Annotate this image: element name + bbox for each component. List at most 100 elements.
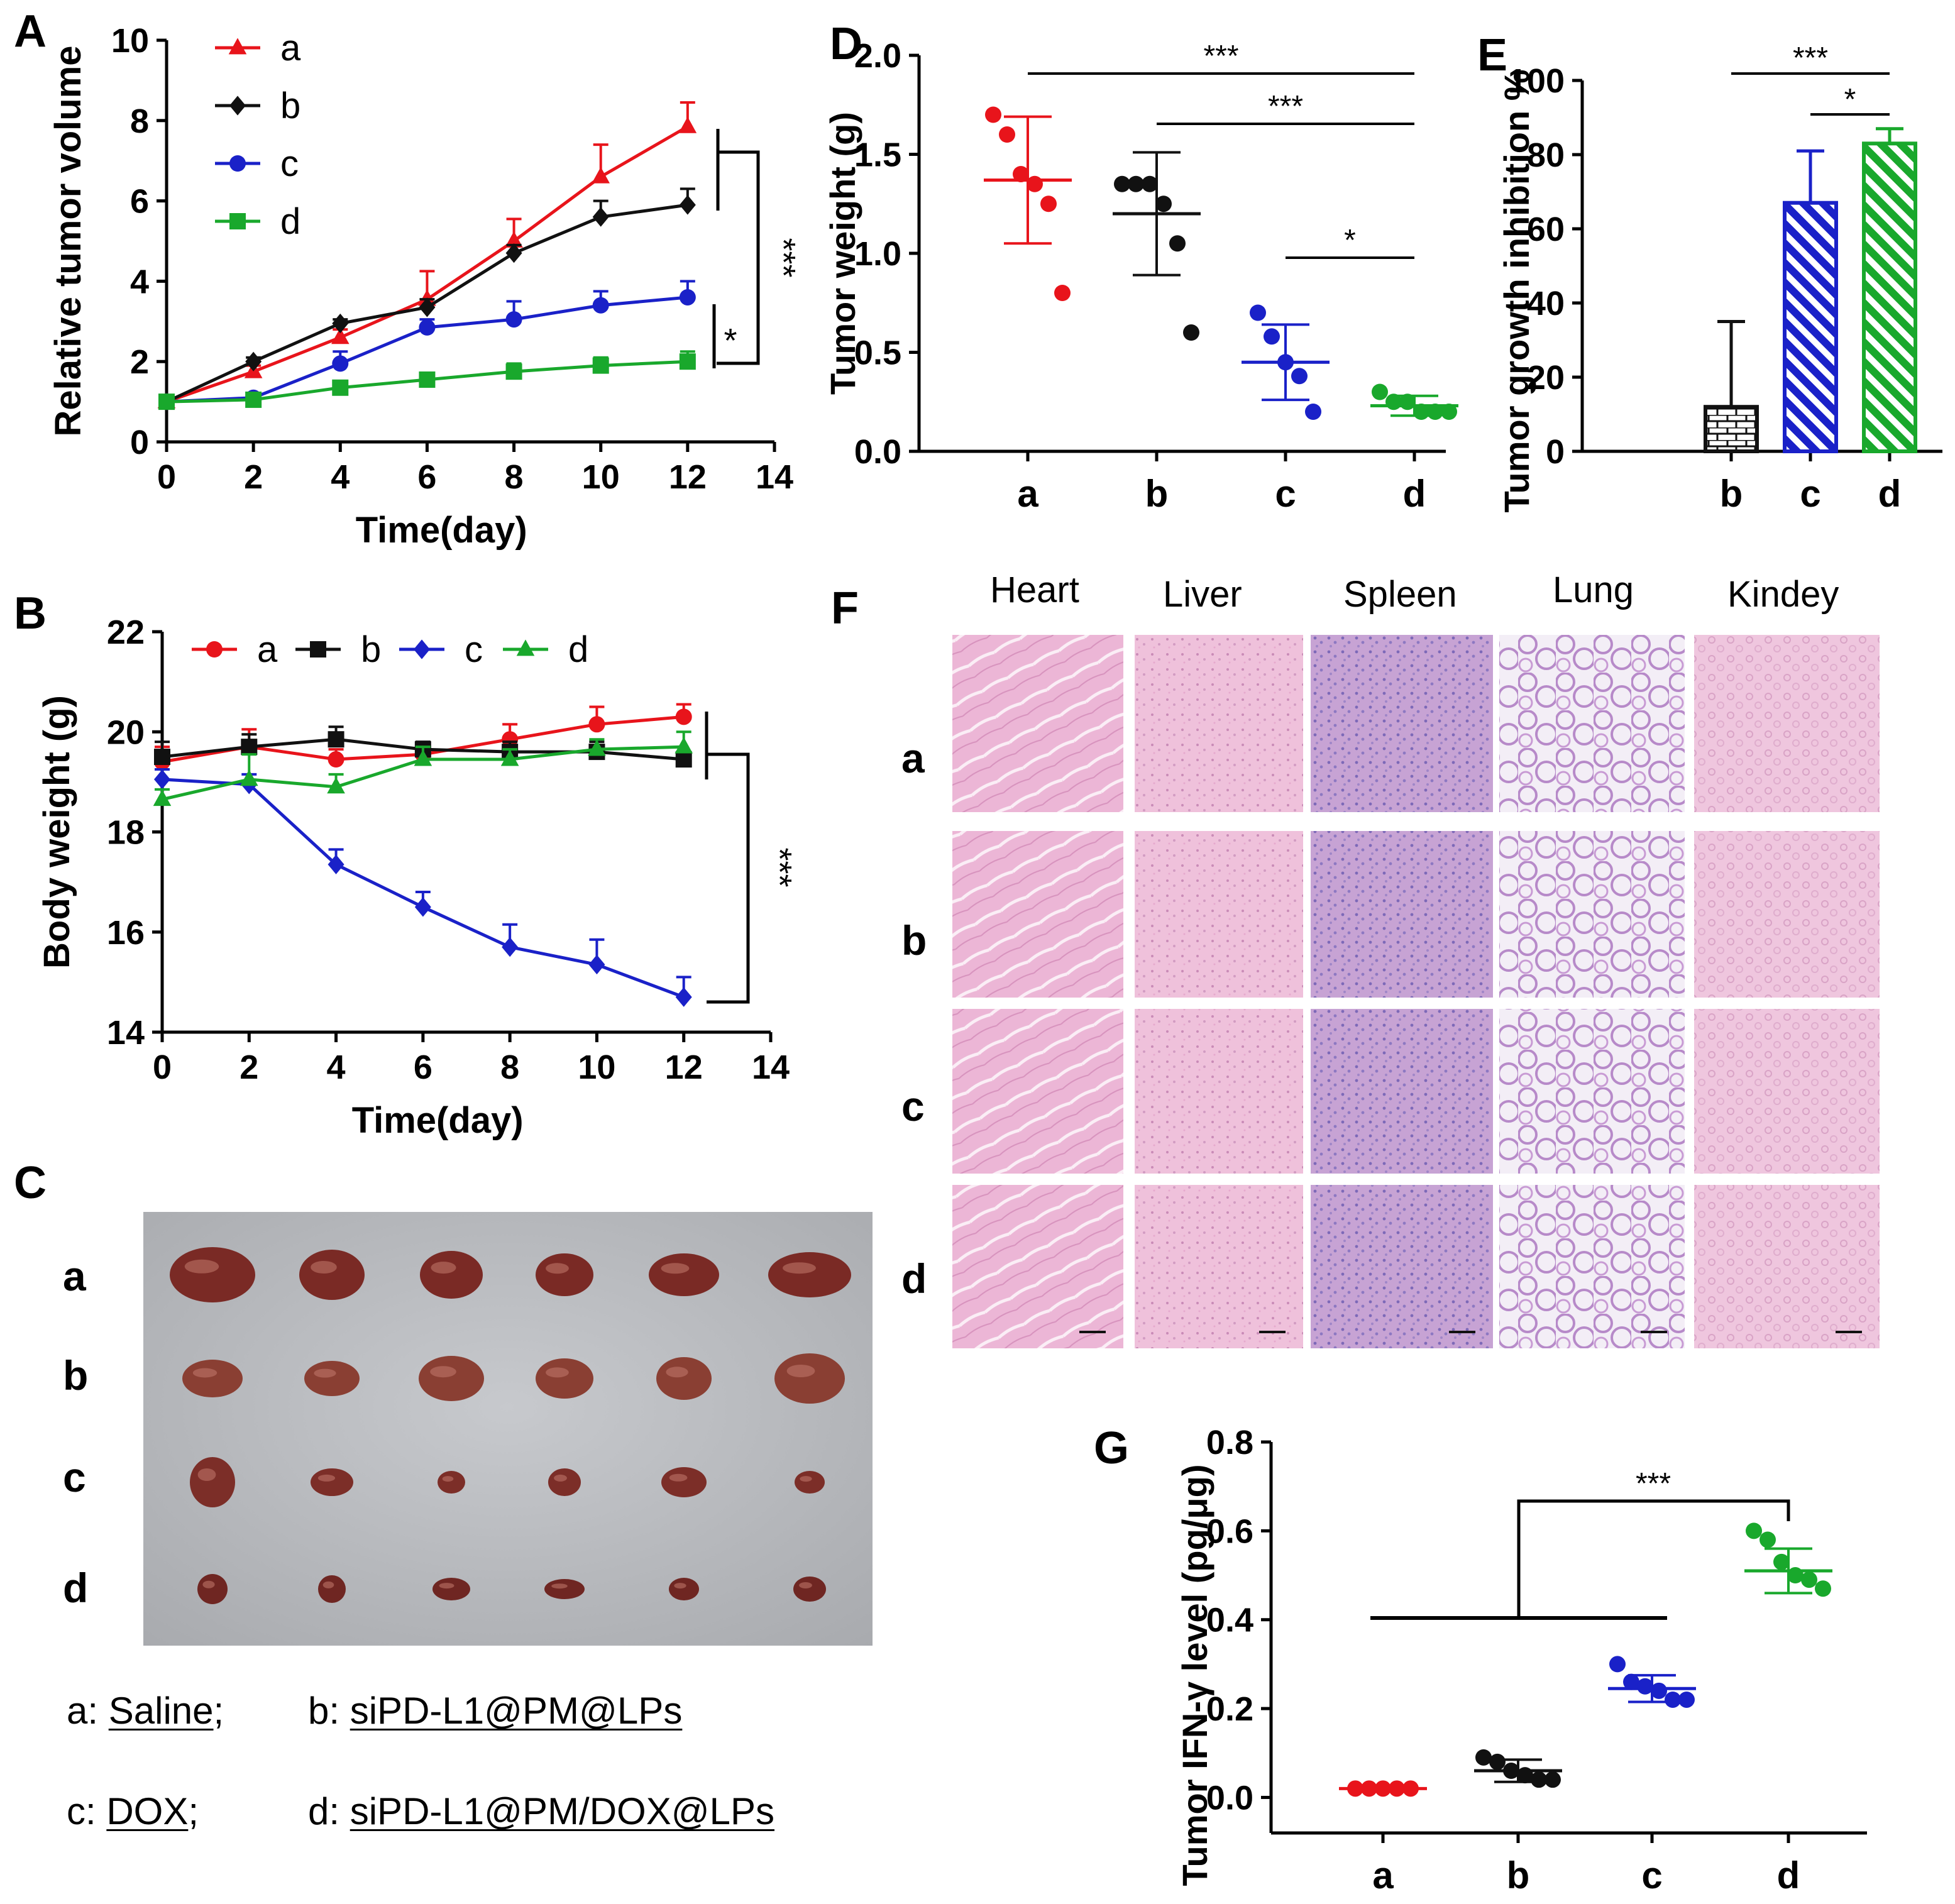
histology-tile xyxy=(952,1185,1123,1348)
data-point-c xyxy=(502,937,519,957)
caption-b-key: b: xyxy=(308,1690,340,1732)
data-point-c xyxy=(332,355,349,372)
significance-label: *** xyxy=(764,238,802,277)
bar-c-rect xyxy=(1783,201,1838,453)
tumor-highlight xyxy=(439,1583,454,1589)
significance-brackets: **** xyxy=(1731,41,1890,116)
data-point-d xyxy=(414,749,432,766)
histology-tile xyxy=(1499,1009,1685,1174)
data-point-c xyxy=(1678,1691,1695,1708)
x-tick-label: 0 xyxy=(157,458,176,496)
data-point-c xyxy=(1651,1682,1667,1699)
data-point-d xyxy=(500,749,519,766)
series-a xyxy=(157,101,697,409)
caption-c-text: DOX xyxy=(106,1790,189,1832)
chart-body-weight: 0 2 4 6 8 10 12 14 14 16 18 20 22 Time(day) Body weigh… xyxy=(36,614,798,1141)
legend-label: d xyxy=(568,629,588,670)
y-tick-label: 10 xyxy=(111,22,149,60)
data-point-d xyxy=(158,393,175,410)
tumor-sample xyxy=(190,1457,235,1507)
photo-row-label-b: b xyxy=(63,1352,89,1399)
data-point-d xyxy=(592,357,609,374)
legend-label: d xyxy=(280,201,300,242)
bar-d-rect xyxy=(1862,141,1917,454)
data-point-d xyxy=(1760,1531,1776,1548)
photo-row-label-c: c xyxy=(63,1454,86,1500)
tumor-highlight xyxy=(674,1583,686,1589)
tumor-sample xyxy=(318,1575,346,1603)
caption-a-key: a: xyxy=(67,1690,99,1732)
caption-d: d: siPD-L1@PM/DOX@LPs xyxy=(308,1793,774,1830)
tumor-highlight xyxy=(669,1473,688,1482)
significance-label: *** xyxy=(1203,40,1238,73)
group-d xyxy=(1370,383,1458,420)
histology-tile xyxy=(1311,635,1493,812)
histology-col-kidney: Kindey xyxy=(1727,574,1839,615)
legend-label: b xyxy=(280,85,300,126)
data-point-b xyxy=(332,313,349,334)
histology-col-liver: Liver xyxy=(1163,574,1242,615)
series-line-c xyxy=(162,778,685,999)
tumor-sample xyxy=(419,1356,484,1401)
data-point-c xyxy=(1305,404,1321,420)
x-tick-label: 6 xyxy=(417,458,436,496)
tumor-highlight xyxy=(202,1580,215,1588)
bar-d xyxy=(1862,127,1917,454)
data-point-b xyxy=(1114,175,1130,192)
data-point-c xyxy=(679,289,696,305)
tumor-highlight xyxy=(314,1368,336,1378)
data-point-b xyxy=(1169,235,1186,252)
bar-b-rect xyxy=(1704,405,1759,454)
legend-marker xyxy=(310,641,326,658)
group-b xyxy=(1113,151,1201,341)
caption-d-text: siPD-L1@PM/DOX@LPs xyxy=(350,1790,775,1832)
significance-label: *** xyxy=(761,847,798,887)
data-point-b xyxy=(241,739,258,756)
group-d xyxy=(1744,1522,1832,1597)
caption-c-sep: ; xyxy=(188,1790,199,1832)
legend-entry-d: d xyxy=(215,201,300,242)
data-point-d xyxy=(1787,1567,1804,1584)
data-point-b xyxy=(1142,175,1158,192)
histology-row-b: b xyxy=(901,917,927,964)
caption-c-key: c: xyxy=(67,1790,96,1832)
x-tick-label: 8 xyxy=(505,458,524,496)
tumor-sample xyxy=(304,1361,360,1396)
x-tick-label: 12 xyxy=(669,458,707,496)
data-point-c xyxy=(419,319,436,336)
tumor-highlight xyxy=(551,1583,568,1589)
legend-entry-c: c xyxy=(399,629,483,670)
caption-a-text: Saline xyxy=(108,1690,214,1732)
data-point-c xyxy=(675,987,692,1007)
x-tick-label: a xyxy=(1372,1854,1394,1896)
x-tick-label: 8 xyxy=(500,1048,519,1086)
bracket-line xyxy=(1517,1499,1790,1618)
histology-tile xyxy=(1499,635,1685,812)
axes: 0.0 0.5 1.0 1.5 2.0 Tumor weight (g) a b c d xyxy=(823,37,1446,515)
data-point-c xyxy=(154,769,170,790)
significance-label: * xyxy=(724,322,737,360)
data-point-b xyxy=(1545,1771,1561,1788)
data-point-d xyxy=(332,379,349,396)
significance-label: *** xyxy=(1636,1467,1671,1500)
data-point-d xyxy=(588,739,606,756)
data-point-d xyxy=(1441,404,1457,420)
series-d xyxy=(158,350,696,410)
histology-tile xyxy=(1135,635,1303,812)
data-point-d xyxy=(1815,1580,1831,1597)
tumor-sample xyxy=(432,1578,470,1600)
histology-grid xyxy=(952,635,1880,1348)
data-point-b xyxy=(245,351,262,371)
axes: 0 2 4 6 8 10 12 14 0 2 4 6 8 10 Time(day) Relative tumo… xyxy=(48,22,793,551)
y-axis-label: Tumor growth inhibition % xyxy=(1497,69,1536,512)
x-tick-label: d xyxy=(1403,473,1426,515)
tumor-sample xyxy=(793,1577,826,1602)
y-tick-label: 0 xyxy=(1546,433,1565,471)
bar-c xyxy=(1783,149,1838,453)
y-tick-label: 20 xyxy=(107,713,145,751)
y-tick-label: 20 xyxy=(1527,359,1565,397)
tumor-sample xyxy=(170,1247,255,1302)
histology-tile xyxy=(1311,1185,1493,1348)
